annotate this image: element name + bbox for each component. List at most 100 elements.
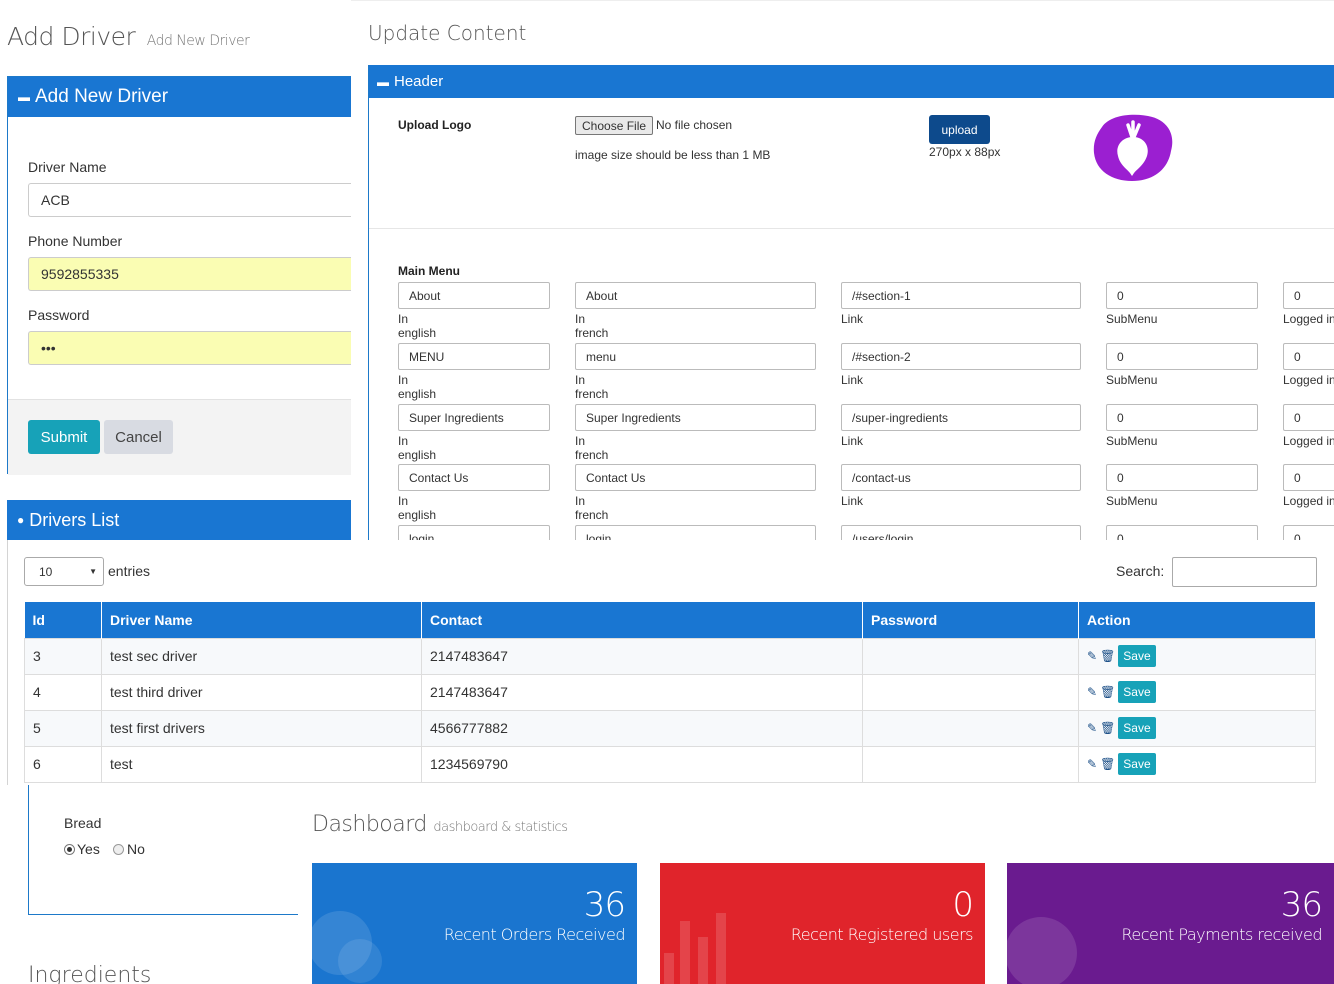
chevron-down-icon: ▼ xyxy=(89,567,97,576)
trash-icon[interactable]: 🗑 xyxy=(1100,649,1116,663)
menu-link-input[interactable]: /#section-1 xyxy=(841,282,1081,309)
menu-link-input[interactable]: /contact-us xyxy=(841,464,1081,491)
menu-english-input[interactable]: Super Ingredients xyxy=(398,404,550,431)
stat-value: 36 xyxy=(1280,885,1323,925)
link-caption: Link xyxy=(841,494,864,508)
panel-title: Add New Driver xyxy=(35,86,169,107)
column-header-driver-name[interactable]: Driver Name xyxy=(101,602,422,638)
save-button[interactable]: Save xyxy=(1118,717,1156,739)
submenu-caption: SubMenu xyxy=(1106,494,1158,508)
cell-action: ✎ 🗑 Save xyxy=(1078,637,1316,675)
stat-card-payments[interactable]: 36 Recent Payments received xyxy=(1007,863,1334,984)
table-row: 3 test sec driver 2147483647 ✎ 🗑 Save xyxy=(24,637,1316,675)
yes-label: Yes xyxy=(77,841,100,857)
section-divider xyxy=(369,228,1334,229)
menu-logged-input[interactable]: 0 xyxy=(1283,343,1334,370)
choose-file-button[interactable]: Choose File xyxy=(575,116,654,135)
edit-icon[interactable]: ✎ xyxy=(1087,685,1098,699)
save-button[interactable]: Save xyxy=(1118,753,1156,775)
drivers-list-title: Drivers List xyxy=(29,509,120,530)
password-input[interactable]: ••• xyxy=(28,331,352,365)
cancel-button[interactable]: Cancel xyxy=(104,420,173,454)
link-caption: Link xyxy=(841,434,864,448)
stat-card-users[interactable]: 0 Recent Registered users xyxy=(660,863,985,984)
globe-icon xyxy=(1007,917,1077,984)
bread-label: Bread xyxy=(64,815,102,831)
upload-button[interactable]: upload xyxy=(929,115,990,144)
column-header-id[interactable]: Id xyxy=(24,602,102,638)
menu-french-input[interactable]: menu xyxy=(575,343,816,370)
update-content-title: Update Content xyxy=(368,21,527,45)
menu-link-input[interactable]: /super-ingredients xyxy=(841,404,1081,431)
menu-submenu-input[interactable]: 0 xyxy=(1106,464,1258,491)
menu-link-input[interactable]: /#section-2 xyxy=(841,343,1081,370)
menu-french-input[interactable]: Super Ingredients xyxy=(575,404,816,431)
menu-english-input[interactable]: About xyxy=(398,282,550,309)
upload-logo-label: Upload Logo xyxy=(398,118,472,132)
menu-french-input[interactable]: Contact Us xyxy=(575,464,816,491)
cell-driver-name: test first drivers xyxy=(101,709,422,747)
radio-selected-icon[interactable] xyxy=(64,843,75,855)
dashboard-subtitle: dashboard & statistics xyxy=(433,820,568,835)
cell-contact: 2147483647 xyxy=(421,673,863,711)
entries-label: entries xyxy=(108,563,151,579)
save-button[interactable]: Save xyxy=(1118,681,1156,703)
save-button[interactable]: Save xyxy=(1118,645,1156,667)
edit-icon[interactable]: ✎ xyxy=(1087,649,1098,663)
french-caption: In french xyxy=(575,434,609,462)
add-driver-heading: Add Driver xyxy=(7,22,136,51)
cell-driver-name: test sec driver xyxy=(101,637,422,675)
trash-icon[interactable]: 🗑 xyxy=(1100,685,1116,699)
ingredients-title: Ingredients xyxy=(28,963,152,984)
stat-card-orders[interactable]: 36 Recent Orders Received xyxy=(312,863,637,984)
bread-no-option[interactable]: No xyxy=(113,841,145,857)
menu-logged-input[interactable]: 0 xyxy=(1283,464,1334,491)
column-header-contact[interactable]: Contact xyxy=(421,602,863,638)
driver-name-input[interactable]: ACB xyxy=(28,183,352,217)
submit-button[interactable]: Submit xyxy=(28,420,100,454)
logo-image xyxy=(1093,114,1173,181)
menu-french-input[interactable]: About xyxy=(575,282,816,309)
cell-driver-name: test third driver xyxy=(101,673,422,711)
english-caption: In english xyxy=(398,373,437,401)
cell-password xyxy=(862,637,1079,675)
logged-caption: Logged in xyxy=(1283,312,1334,326)
dashboard-heading: Dashboard xyxy=(312,812,427,837)
column-header-password[interactable]: Password xyxy=(862,602,1079,638)
logged-caption: Logged in xyxy=(1283,494,1334,508)
cell-id: 4 xyxy=(24,673,102,711)
menu-submenu-input[interactable]: 0 xyxy=(1106,404,1258,431)
add-driver-subtitle: Add New Driver xyxy=(146,33,250,49)
bar-chart-icon xyxy=(664,913,726,984)
radio-unselected-icon[interactable] xyxy=(113,843,124,855)
logged-caption: Logged in xyxy=(1283,373,1334,387)
menu-english-input[interactable]: MENU xyxy=(398,343,550,370)
link-caption: Link xyxy=(841,373,864,387)
drivers-list-header: ● Drivers List xyxy=(7,500,351,540)
menu-submenu-input[interactable]: 0 xyxy=(1106,282,1258,309)
table-row: 5 test first drivers 4566777882 ✎ 🗑 Save xyxy=(24,709,1316,747)
menu-submenu-input[interactable]: 0 xyxy=(1106,343,1258,370)
page-title: Add Driver Add New Driver xyxy=(7,22,250,51)
english-caption: In english xyxy=(398,434,437,462)
globe-icon: ● xyxy=(17,513,25,527)
submenu-caption: SubMenu xyxy=(1106,434,1158,448)
menu-logged-input[interactable]: 0 xyxy=(1283,404,1334,431)
cell-contact: 1234569790 xyxy=(421,745,863,783)
gift-icon: ▬ xyxy=(377,74,389,89)
edit-icon[interactable]: ✎ xyxy=(1087,721,1098,735)
entries-select[interactable]: 10 ▼ xyxy=(24,557,104,586)
menu-english-input[interactable]: Contact Us xyxy=(398,464,550,491)
trash-icon[interactable]: 🗑 xyxy=(1100,721,1116,735)
edit-icon[interactable]: ✎ xyxy=(1087,757,1098,771)
trash-icon[interactable]: 🗑 xyxy=(1100,757,1116,771)
stat-caption: Recent Registered users xyxy=(790,925,974,944)
stat-value: 36 xyxy=(583,885,626,925)
comments-icon xyxy=(312,911,382,983)
no-file-text: No file chosen xyxy=(656,118,733,132)
menu-logged-input[interactable]: 0 xyxy=(1283,282,1334,309)
search-input[interactable] xyxy=(1172,557,1317,587)
bread-yes-option[interactable]: Yes xyxy=(64,841,100,857)
drivers-list-panel: ● Drivers List xyxy=(7,500,351,540)
phone-number-input[interactable]: 9592855335 xyxy=(28,257,352,291)
